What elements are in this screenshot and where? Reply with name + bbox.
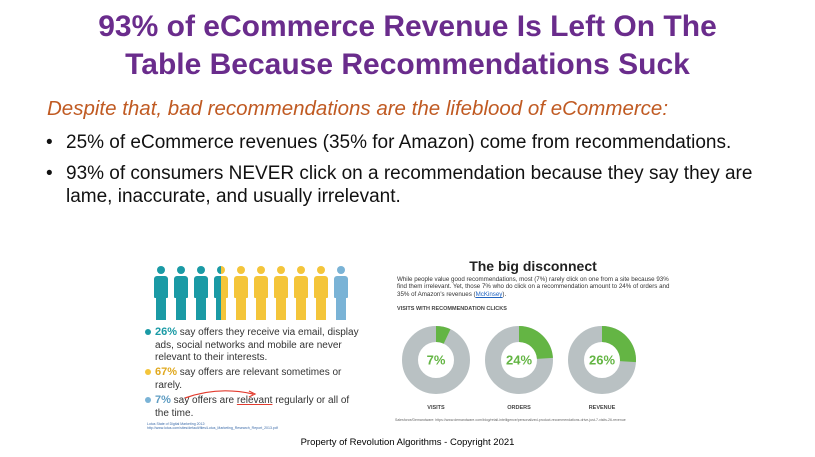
donut-label-visits: VISITS	[427, 405, 445, 411]
red-arrow-icon	[184, 390, 257, 399]
bullet-item: • 25% of eCommerce revenues (35% for Amaz…	[44, 131, 784, 154]
stat-bullet-icon	[145, 329, 151, 335]
people-icons-row	[153, 266, 353, 326]
donut-center	[585, 343, 619, 377]
donut-label-orders: ORDERS	[507, 405, 531, 411]
stat-percent: 67%	[155, 366, 178, 378]
mckinsey-link[interactable]: McKinsey	[475, 290, 503, 298]
infographic-paragraph: While people value good recommendations,…	[397, 276, 673, 298]
donut-center	[502, 343, 536, 377]
person-icon	[333, 266, 349, 322]
copyright-footer: Property of Revolution Algorithms - Copy…	[300, 437, 515, 448]
person-icon	[233, 266, 249, 322]
consumer-relevance-infographic: 26% say offers they receive via email, d…	[143, 260, 365, 432]
donut-segment	[519, 326, 553, 359]
bullet-item: • 93% of consumers NEVER click on a recom…	[44, 162, 784, 208]
infographic-title: The big disconnect	[469, 258, 597, 274]
stat-never-relevant: 26% say offers they receive via email, d…	[145, 326, 365, 365]
paragraph-end: ).	[502, 290, 507, 298]
donut-center	[419, 343, 453, 377]
stat-underlined-word: relevant	[236, 395, 273, 406]
person-icon	[213, 266, 229, 322]
stat-text: say offers are	[170, 395, 237, 406]
donut-segment	[602, 326, 636, 363]
big-disconnect-infographic: The big disconnect While people value go…	[393, 258, 673, 430]
title-line-2: Table Because Recommendations Suck	[125, 48, 690, 81]
bullet-dot-icon: •	[46, 132, 53, 153]
paragraph-text: While people value good recommendations,…	[397, 276, 670, 298]
stat-bullet-icon	[145, 369, 151, 375]
stat-percent: 7%	[155, 394, 171, 406]
right-source-note: Salesforce/Demandware: https://www.deman…	[395, 418, 626, 422]
left-source-note: Lotus State of Digital Marketing 2012: h…	[147, 422, 278, 430]
stat-bullet-icon	[145, 397, 151, 403]
section-heading: VISITS WITH RECOMMENDATION CLICKS	[397, 306, 507, 312]
donut-percent-label: 7%	[427, 353, 446, 368]
person-icon	[293, 266, 309, 322]
donut-percent-label: 24%	[506, 353, 532, 368]
stat-text: say offers they receive via email, displ…	[155, 327, 359, 363]
donut-label-revenue: REVENUE	[588, 405, 616, 411]
bullet-text: 25% of eCommerce revenues (35% for Amazo…	[66, 132, 732, 153]
stat-sometimes-relevant: 67% say offers are relevant sometimes or…	[145, 366, 365, 392]
bullet-text: 93% of consumers NEVER click on a recomm…	[66, 163, 753, 207]
bullet-dot-icon: •	[46, 163, 53, 184]
donut-segment	[436, 326, 451, 344]
stat-percent: 26%	[155, 326, 178, 338]
slide-subtitle: Despite that, bad recommendations are th…	[47, 97, 669, 120]
person-icon	[153, 266, 169, 322]
person-icon	[273, 266, 289, 322]
bullet-list: • 25% of eCommerce revenues (35% for Amaz…	[44, 131, 784, 216]
person-icon	[313, 266, 329, 322]
person-icon	[253, 266, 269, 322]
donut-percent-label: 26%	[589, 353, 615, 368]
person-icon	[193, 266, 209, 322]
stat-regularly-relevant: 7% say offers are relevant regularly or …	[145, 394, 365, 420]
person-icon	[173, 266, 189, 322]
stat-text: say offers are relevant sometimes or rar…	[155, 367, 342, 391]
title-line-1: 93% of eCommerce Revenue Is Left On The	[98, 10, 717, 43]
slide-title: 93% of eCommerce Revenue Is Left On The …	[0, 8, 815, 84]
donut-charts: 7% 24% 26%	[402, 326, 636, 394]
stat-text: regularly or all of the time.	[155, 395, 350, 419]
